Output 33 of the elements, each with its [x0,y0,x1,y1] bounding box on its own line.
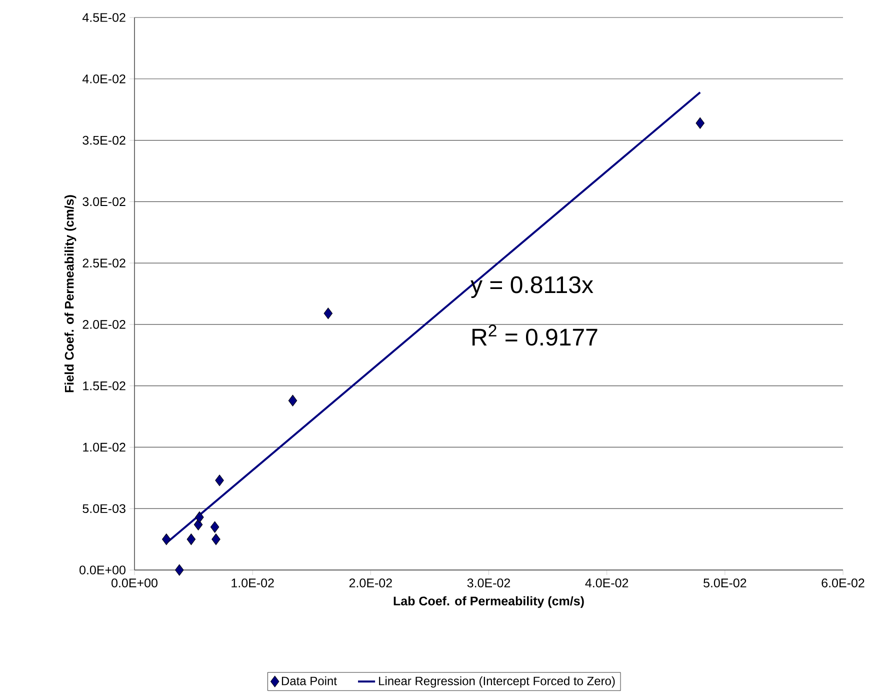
point [210,521,220,533]
y-tick-label: 1.0E-02 [83,442,126,452]
y-axis-title: Field Coef. of Permeability (cm/s) [64,195,76,392]
x-tick-label: 3.0E-02 [467,578,510,588]
x-tick-label: 4.0E-02 [585,578,628,588]
y-tick-label: 5.0E-03 [82,504,126,514]
point [696,117,705,129]
point [195,511,204,523]
x-tick-label: 2.0E-02 [349,578,392,588]
y-tick-label: 2.0E-02 [82,320,126,329]
annotation: y = 0.8113x [470,276,594,298]
x-axis-title: Lab Coef. of Permeability (cm/s) [394,596,584,608]
point [324,308,333,320]
legend-label: Data Point [282,676,337,686]
point [212,534,220,546]
x-tick-label: 6.0E-02 [822,578,864,588]
y-tick-label: 4.5E-02 [82,13,126,22]
legend-label: Linear Regression (Intercept Forced to Zero) [379,676,615,688]
point [175,564,184,576]
x-tick-label: 0.0E+00 [112,578,158,588]
y-tick-label: 3.5E-02 [82,136,126,145]
point [162,534,171,546]
x-tick-label: 1.0E-02 [232,578,274,588]
y-tick-label: 1.5E-02 [83,381,126,390]
point [186,534,196,546]
point [215,474,224,486]
y-tick-label: 2.5E-02 [82,258,126,268]
y-tick-label: 3.0E-02 [82,197,126,206]
point [288,394,298,406]
y-tick-label: 0.0E+00 [80,566,126,574]
annotation: R$^{2}$ = 0.9177 [472,324,598,346]
x-tick-label: 5.0E-02 [704,578,746,588]
y-tick-label: 4.0E-02 [82,74,126,84]
